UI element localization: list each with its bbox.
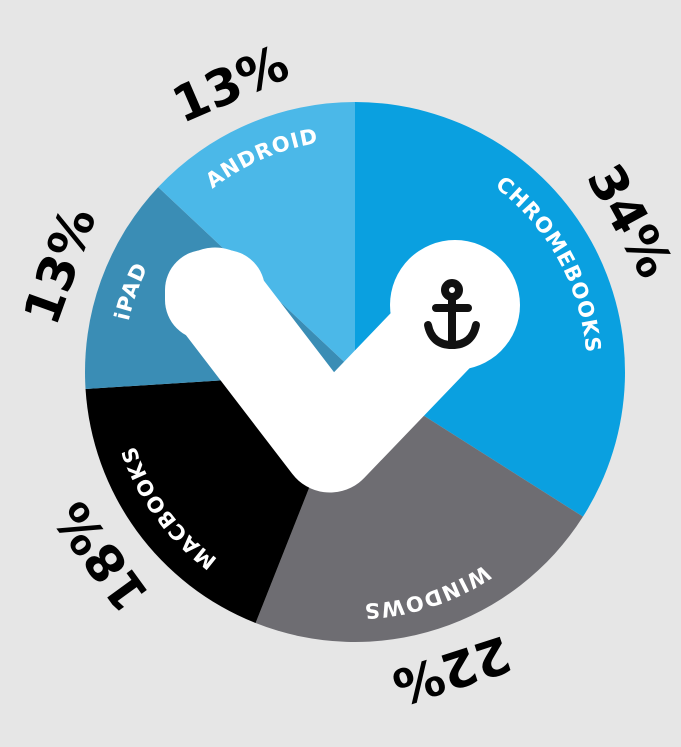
arm-illustration xyxy=(165,240,520,493)
pie-slice xyxy=(158,102,355,372)
